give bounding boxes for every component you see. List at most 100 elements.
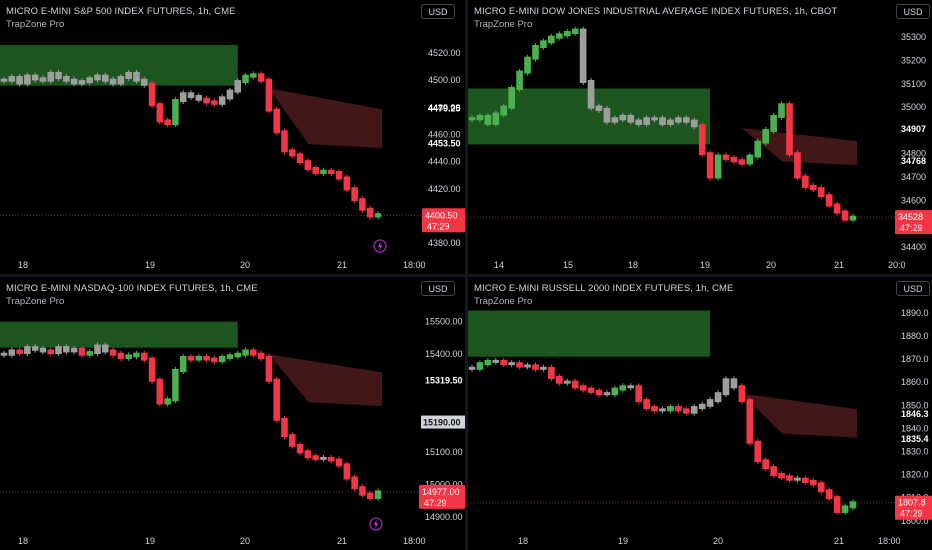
currency-button[interactable]: USD: [896, 281, 930, 296]
y-tick-label: 1800.0: [901, 516, 929, 526]
y-tick-label: 35100: [901, 79, 926, 89]
last-price-badge: [422, 208, 465, 233]
y-tick-label: 34700: [901, 172, 926, 182]
x-tick-label: 18: [18, 260, 28, 270]
y-tick-label: 35200: [901, 55, 926, 65]
x-tick-label: 20: [766, 260, 776, 270]
trap-zone-band: [468, 310, 711, 357]
countdown-timer: 47:29: [427, 221, 450, 231]
y-tick-label: 4500.00: [428, 75, 461, 85]
indicator-label[interactable]: TrapZone Pro: [6, 19, 65, 30]
y-tick-label: 4520.00: [428, 48, 461, 58]
y-tick-label: 34800: [901, 149, 926, 159]
alert-bolt-icon[interactable]: [369, 517, 383, 531]
countdown-timer: 47:29: [424, 498, 447, 508]
indicator-label[interactable]: TrapZone Pro: [474, 19, 533, 30]
x-tick-label: 21: [337, 260, 347, 270]
countdown-timer: 47:29: [900, 509, 923, 519]
x-tick-label: 19: [145, 260, 155, 270]
y-tick-label: 35300: [901, 32, 926, 42]
indicator-label[interactable]: TrapZone Pro: [474, 296, 533, 307]
bear-cloud: [741, 393, 857, 438]
currency-button[interactable]: USD: [421, 281, 455, 296]
y-tick-label: 1840.0: [901, 423, 929, 433]
y-tick-label: 4440.00: [428, 157, 461, 167]
x-tick-label: 19: [700, 260, 710, 270]
pane-title: MICRO E-MINI S&P 500 INDEX FUTURES, 1h, …: [6, 6, 236, 17]
price-label-box: [421, 415, 465, 429]
dji-chart-svg[interactable]: 35300 35200 35100 35000 34800 34700 34600 34400…: [468, 0, 932, 274]
x-tick-label: 19: [145, 536, 155, 546]
currency-button[interactable]: USD: [421, 4, 455, 19]
chart-pane-rty[interactable]: 1890.0 1880.0 1870.0 1860.0 1850.0 1840.0 1830…: [468, 277, 932, 550]
x-tick-label: 20: [240, 260, 250, 270]
last-price-value: 4400.50: [425, 210, 458, 220]
rty-chart-svg[interactable]: 1890.0 1880.0 1870.0 1860.0 1850.0 1840.0 1830…: [468, 277, 932, 550]
price-label: 15190.00: [423, 418, 461, 428]
spx-chart-svg[interactable]: 4520.00 4500.00 4480.00 4460.00 4440.00 4420.…: [0, 0, 465, 274]
y-tick-label: 1830.0: [901, 446, 929, 456]
x-tick-label: 19: [618, 536, 628, 546]
last-price-value: 14977.00: [422, 487, 460, 497]
price-label: 4453.50: [428, 138, 461, 148]
ndx-chart-svg[interactable]: 15500.00 15400.00 15100.00 15000.00 14900.00…: [0, 277, 465, 550]
x-tick-label: 20:0: [888, 260, 906, 270]
last-price-value: 34528: [898, 212, 923, 222]
y-tick-label: 4380.00: [428, 238, 461, 248]
y-tick-label: 4460.00: [428, 130, 461, 140]
bear-cloud: [268, 354, 382, 407]
y-tick-label: 34600: [901, 195, 926, 205]
x-tick-label: 18: [18, 536, 28, 546]
y-tick-label: 14900.00: [425, 512, 463, 522]
x-tick-label: 15: [563, 260, 573, 270]
y-tick-label: 1890.0: [901, 308, 929, 318]
price-label: 34907: [901, 124, 926, 134]
price-label: 1846.3: [901, 409, 929, 419]
y-tick-label: 1820.0: [901, 470, 929, 480]
y-tick-label: 34400: [901, 242, 926, 252]
last-price-badge: [895, 210, 932, 235]
price-label: 34768: [901, 156, 926, 166]
y-tick-label: 1870.0: [901, 354, 929, 364]
x-tick-label: 21: [834, 536, 844, 546]
y-tick-label: 1860.0: [901, 377, 929, 387]
y-tick-label: 35000: [901, 102, 926, 112]
y-tick-label: 1850.0: [901, 400, 929, 410]
countdown-timer: 47:29: [900, 223, 923, 233]
x-tick-label: 20: [240, 536, 250, 546]
pane-title: MICRO E-MINI NASDAQ-100 INDEX FUTURES, 1…: [6, 283, 258, 294]
x-tick-label: 20: [713, 536, 723, 546]
pane-title: MICRO E-MINI DOW JONES INDUSTRIAL AVERAG…: [474, 6, 838, 17]
x-tick-label: 14: [494, 260, 504, 270]
x-tick-label: 18: [628, 260, 638, 270]
currency-button[interactable]: USD: [896, 4, 930, 19]
x-tick-label: 21: [834, 260, 844, 270]
y-tick-label: 15500.00: [425, 317, 463, 327]
indicator-label[interactable]: TrapZone Pro: [6, 296, 65, 307]
last-price-badge: [419, 484, 465, 509]
bear-cloud: [741, 128, 857, 166]
alert-bolt-icon[interactable]: [373, 239, 387, 253]
pane-title: MICRO E-MINI RUSSELL 2000 INDEX FUTURES,…: [474, 283, 734, 294]
chart-pane-ndx[interactable]: 15500.00 15400.00 15100.00 15000.00 14900.00…: [0, 277, 465, 550]
y-tick-label: 15400.00: [425, 349, 463, 359]
chart-pane-dji[interactable]: 35300 35200 35100 35000 34800 34700 34600 34400…: [468, 0, 932, 274]
chart-pane-spx[interactable]: 4520.00 4500.00 4480.00 4460.00 4440.00 4420.…: [0, 0, 465, 274]
y-tick-label: 4480.00: [428, 102, 461, 112]
trap-zone-band: [0, 321, 238, 348]
x-tick-label: 18:00: [403, 536, 426, 546]
price-label: 1835.4: [901, 434, 929, 444]
last-price-value: 1807.8: [898, 498, 926, 508]
x-tick-label: 18: [518, 536, 528, 546]
bear-cloud: [268, 88, 382, 149]
last-price-badge: [895, 495, 932, 520]
x-tick-label: 18:00: [403, 260, 426, 270]
y-tick-label: 15100.00: [425, 447, 463, 457]
price-label: 4479.25: [428, 103, 461, 113]
y-tick-label: 15000.00: [425, 479, 463, 489]
y-tick-label: 4420.00: [428, 184, 461, 194]
x-tick-label: 18:00: [878, 536, 901, 546]
x-tick-label: 21: [337, 536, 347, 546]
price-label: 15319.50: [425, 375, 463, 385]
y-tick-label: 1880.0: [901, 331, 929, 341]
